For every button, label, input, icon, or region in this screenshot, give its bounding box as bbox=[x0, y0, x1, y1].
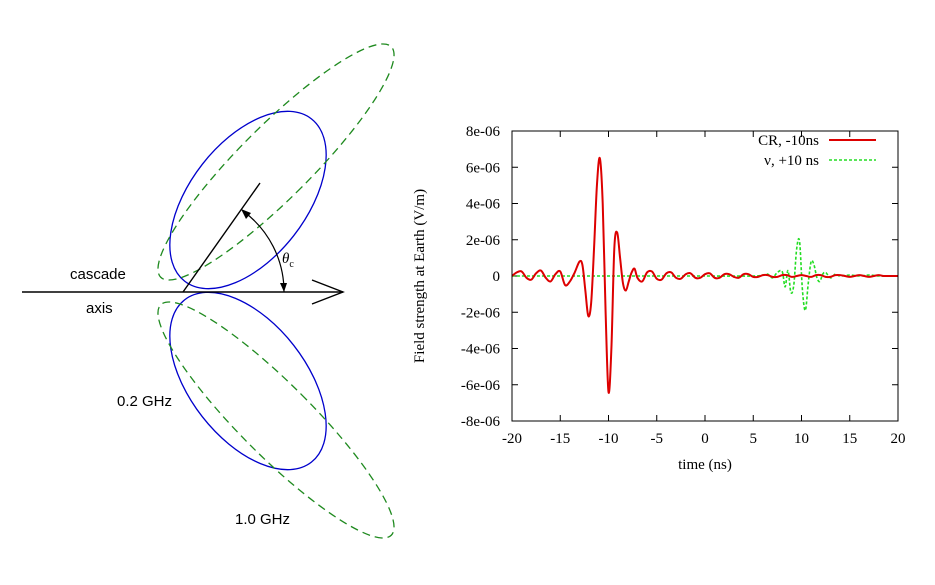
x-tick-label: 20 bbox=[891, 431, 906, 447]
y-tick-label: 6e-06 bbox=[466, 160, 501, 176]
x-tick-label: -15 bbox=[550, 431, 570, 447]
lobe-high-upper bbox=[157, 43, 395, 281]
legend: CR, -10ns ν, +10 ns bbox=[758, 133, 876, 169]
lobe-high-lower bbox=[157, 301, 395, 539]
x-tick-label: 0 bbox=[701, 431, 709, 447]
x-tick-label: -5 bbox=[651, 431, 664, 447]
x-axis-label: time (ns) bbox=[678, 457, 732, 473]
y-tick-label: 8e-06 bbox=[466, 124, 501, 140]
axis-label: axis bbox=[86, 300, 113, 317]
cherenkov-direction-line bbox=[182, 182, 261, 293]
angle-arc bbox=[242, 210, 285, 293]
lobe-low-upper bbox=[169, 110, 327, 290]
angle-arc-arrow-end bbox=[280, 283, 287, 292]
chart-series bbox=[511, 156, 898, 394]
y-tick-label: 4e-06 bbox=[466, 197, 501, 213]
lobe-diagram: cascade axis θc 0.2 GHz 1.0 GHz bbox=[22, 43, 395, 539]
y-tick-label: -6e-06 bbox=[461, 378, 501, 394]
freq-high-label: 1.0 GHz bbox=[235, 511, 290, 528]
x-tick-label: 10 bbox=[794, 431, 809, 447]
y-tick-label: 0 bbox=[493, 269, 501, 285]
theta-symbol: θ bbox=[282, 251, 290, 267]
lobe-low-lower bbox=[169, 291, 327, 471]
theta-subscript: c bbox=[289, 259, 294, 270]
y-tick-label: -8e-06 bbox=[461, 414, 501, 430]
chart-ticks: -20 -15 -10 -5 0 5 10 15 20 -8e-06 -6e-06 -4e-06 -2e… bbox=[461, 124, 906, 447]
cascade-axis-arrowhead bbox=[311, 279, 345, 305]
theta-c-label: θc bbox=[282, 251, 294, 270]
y-tick-label: -2e-06 bbox=[461, 305, 501, 321]
x-tick-label: -10 bbox=[599, 431, 619, 447]
angle-arc-arrow-start bbox=[241, 209, 251, 219]
x-tick-label: 15 bbox=[842, 431, 857, 447]
plot-frame bbox=[511, 130, 899, 422]
legend-label-nu: ν, +10 ns bbox=[764, 153, 819, 169]
field-strength-chart: -20 -15 -10 -5 0 5 10 15 20 -8e-06 -6e-06 -4e-06 -2e… bbox=[412, 124, 906, 473]
y-tick-label: -4e-06 bbox=[461, 342, 501, 358]
y-axis-label: Field strength at Earth (V/m) bbox=[412, 189, 428, 363]
series-cr-line bbox=[511, 156, 898, 394]
x-tick-label: -20 bbox=[502, 431, 522, 447]
legend-label-cr: CR, -10ns bbox=[758, 133, 819, 149]
freq-low-label: 0.2 GHz bbox=[117, 393, 172, 410]
cascade-label: cascade bbox=[70, 266, 126, 283]
x-tick-label: 5 bbox=[750, 431, 758, 447]
y-tick-label: 2e-06 bbox=[466, 233, 501, 249]
